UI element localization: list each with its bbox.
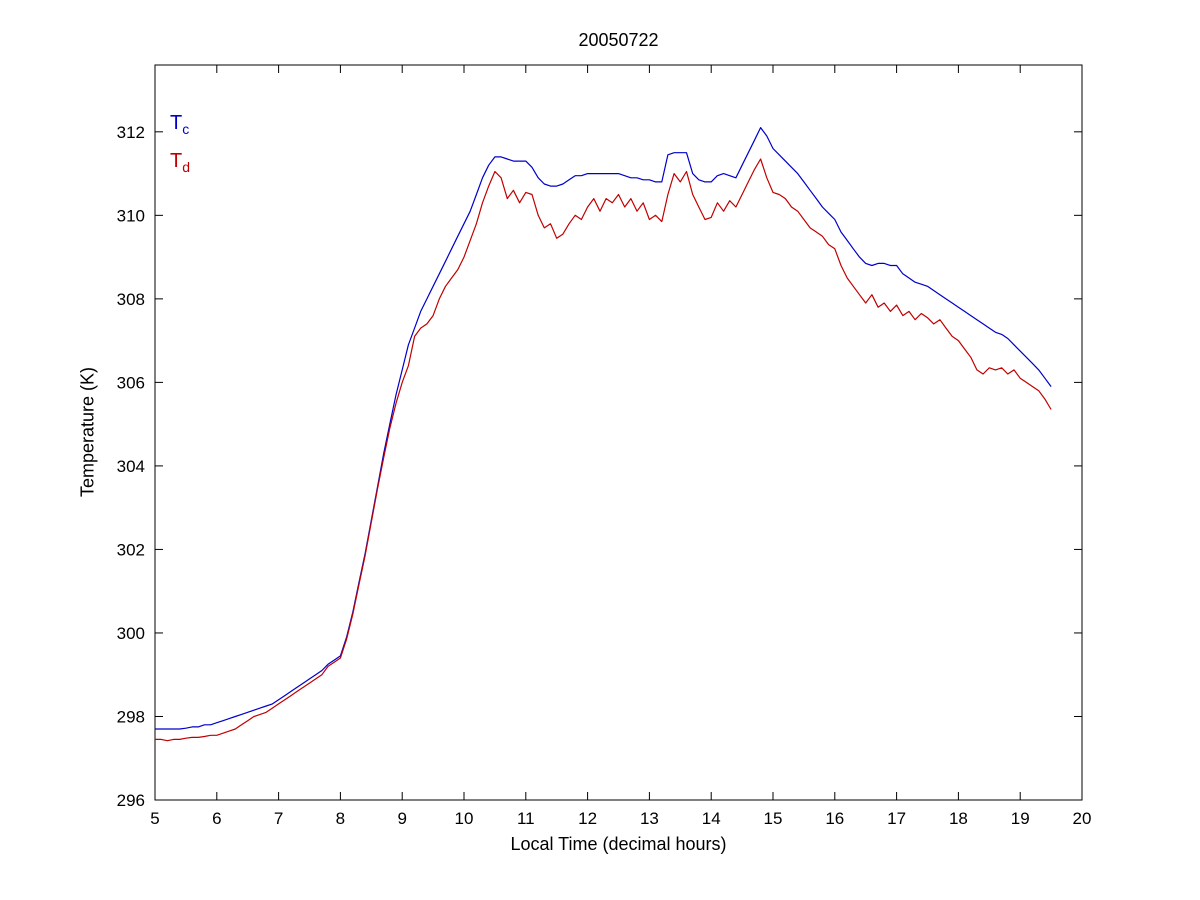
x-tick-label: 5 (150, 809, 159, 828)
y-tick-label: 310 (117, 206, 145, 225)
x-tick-label: 9 (397, 809, 406, 828)
legend-td-label: T (170, 150, 183, 172)
series-line-tc (155, 126, 1052, 730)
legend-tc-label: T (170, 112, 183, 134)
y-tick-label: 302 (117, 540, 145, 559)
chart-title: 20050722 (578, 30, 659, 50)
y-tick-label: 300 (117, 624, 145, 643)
legend-tc-subscript: c (182, 121, 190, 137)
y-tick-label: 296 (117, 791, 145, 810)
x-tick-label: 16 (825, 809, 844, 828)
x-axis-label: Local Time (decimal hours) (510, 834, 727, 854)
y-tick-label: 304 (117, 457, 145, 476)
legend-td-subscript: d (182, 159, 191, 175)
x-tick-label: 7 (274, 809, 283, 828)
x-tick-label: 15 (764, 809, 783, 828)
x-tick-label: 10 (455, 809, 474, 828)
legend-entry-td: Td (170, 150, 190, 175)
x-tick-label: 19 (1011, 809, 1030, 828)
x-tick-label: 17 (887, 809, 906, 828)
legend-entry-tc: Tc (170, 112, 189, 137)
y-axis-label: Temperature (K) (77, 366, 98, 498)
x-tick-label: 8 (336, 809, 345, 828)
x-tick-label: 18 (949, 809, 968, 828)
x-tick-label: 14 (702, 809, 721, 828)
y-tick-label: 308 (117, 290, 145, 309)
y-tick-label: 312 (117, 123, 145, 142)
x-tick-label: 13 (640, 809, 659, 828)
series-line-td (155, 158, 1052, 742)
axes-box (154, 64, 1083, 801)
y-tick-label: 306 (117, 373, 145, 392)
x-tick-label: 20 (1073, 809, 1092, 828)
x-tick-label: 11 (517, 809, 535, 828)
x-tick-label: 6 (212, 809, 221, 828)
x-tick-label: 12 (578, 809, 597, 828)
y-tick-label: 298 (117, 707, 145, 726)
